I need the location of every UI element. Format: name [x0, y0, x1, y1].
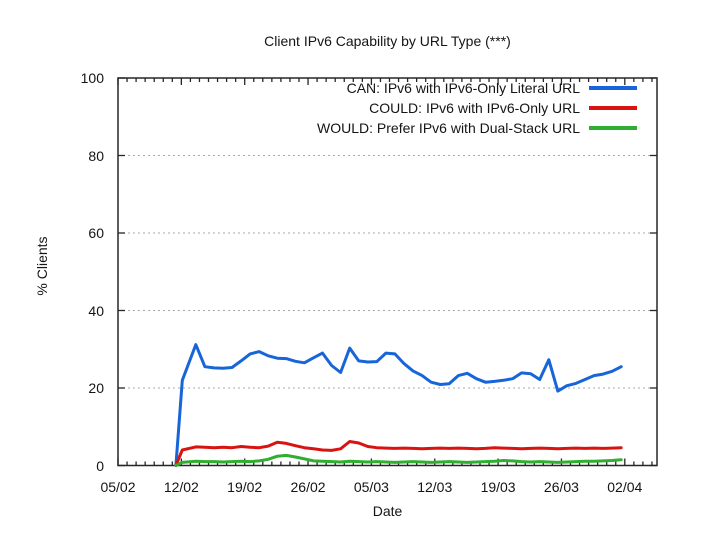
- x-tick-label-3: 26/02: [290, 479, 326, 495]
- legend-row-2: WOULD: Prefer IPv6 with Dual-Stack URL: [317, 118, 637, 138]
- series-line-0: [174, 343, 623, 467]
- x-tick-label-1: 12/02: [163, 479, 199, 495]
- chart-title: Client IPv6 Capability by URL Type (***): [264, 33, 511, 49]
- plot-border: [117, 77, 658, 467]
- y-tick-label-40: 40: [88, 302, 104, 319]
- legend-row-0: CAN: IPv6 with IPv6-Only Literal URL: [317, 78, 637, 98]
- y-tick-label-60: 60: [88, 225, 104, 241]
- x-tick-label-5: 12/03: [417, 479, 453, 495]
- y-tick-label-0: 0: [96, 457, 104, 474]
- legend-line-sample-2: [589, 126, 637, 130]
- legend-label-2: WOULD: Prefer IPv6 with Dual-Stack URL: [317, 120, 580, 136]
- x-tick-label-7: 26/03: [543, 479, 579, 495]
- y-tick-label-20: 20: [88, 380, 104, 396]
- legend-line-sample-0: [589, 86, 637, 90]
- x-tick-label-2: 19/02: [227, 479, 263, 495]
- series-line-1: [174, 440, 623, 467]
- legend-label-0: CAN: IPv6 with IPv6-Only Literal URL: [346, 80, 580, 96]
- legend-line-sample-1: [589, 106, 637, 110]
- x-tick-label-4: 05/03: [353, 479, 389, 495]
- legend: CAN: IPv6 with IPv6-Only Literal URL COUL…: [317, 78, 637, 138]
- x-axis-label: Date: [372, 503, 403, 519]
- y-axis-label: % Clients: [34, 236, 50, 296]
- x-tick-label-0: 05/02: [100, 479, 136, 495]
- legend-label-1: COULD: IPv6 with IPv6-Only URL: [369, 100, 580, 116]
- x-tick-label-8: 02/04: [607, 479, 643, 495]
- x-tick-label-6: 19/03: [480, 479, 516, 495]
- y-tick-label-80: 80: [88, 147, 104, 164]
- series-line-2: [174, 453, 623, 467]
- y-tick-label-100: 100: [80, 70, 104, 86]
- legend-row-1: COULD: IPv6 with IPv6-Only URL: [317, 98, 637, 118]
